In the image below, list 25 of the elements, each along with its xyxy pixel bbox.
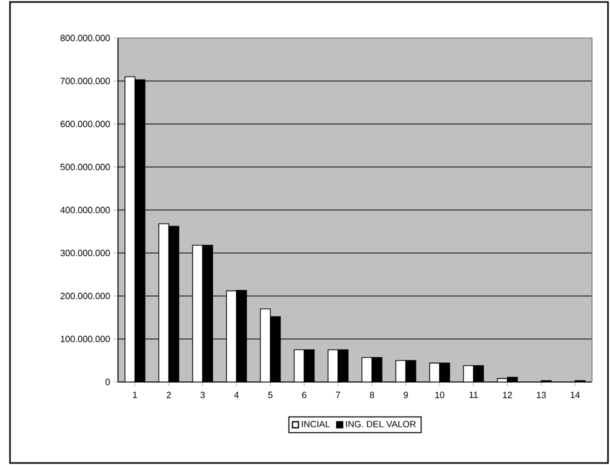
y-tick-label: 0	[106, 378, 110, 386]
y-tick-label: 300.000.000	[60, 250, 110, 256]
x-tick-label: 13	[536, 392, 546, 398]
x-tick-label: 7	[336, 392, 340, 398]
x-tick-label: 10	[435, 392, 444, 398]
y-tick-label: 700.000.000	[60, 78, 110, 84]
x-tick-label: 11	[470, 392, 478, 398]
legend-label: ING. DEL VALOR	[346, 420, 416, 428]
x-tick-label: 9	[404, 392, 408, 398]
y-tick-label: 800.000.000	[60, 34, 110, 42]
y-tick-label: 500.000.000	[60, 164, 110, 170]
legend-label: INCIAL	[302, 420, 330, 428]
x-tick-label: 2	[166, 392, 171, 398]
y-tick-label: 200.000.000	[60, 292, 110, 300]
x-tick-label: 1	[133, 392, 137, 398]
x-tick-label: 4	[234, 392, 239, 398]
x-tick-label: 3	[200, 392, 205, 398]
x-tick-label: 14	[570, 392, 580, 398]
y-tick-label: 400.000.000	[60, 206, 110, 214]
x-tick-label: 8	[370, 392, 374, 398]
x-tick-label: 12	[503, 392, 512, 398]
y-tick-label: 600.000.000	[60, 120, 110, 128]
x-tick-label: 6	[302, 392, 306, 398]
y-tick-label: 100.000.000	[60, 336, 110, 342]
x-tick-label: 5	[268, 392, 272, 398]
